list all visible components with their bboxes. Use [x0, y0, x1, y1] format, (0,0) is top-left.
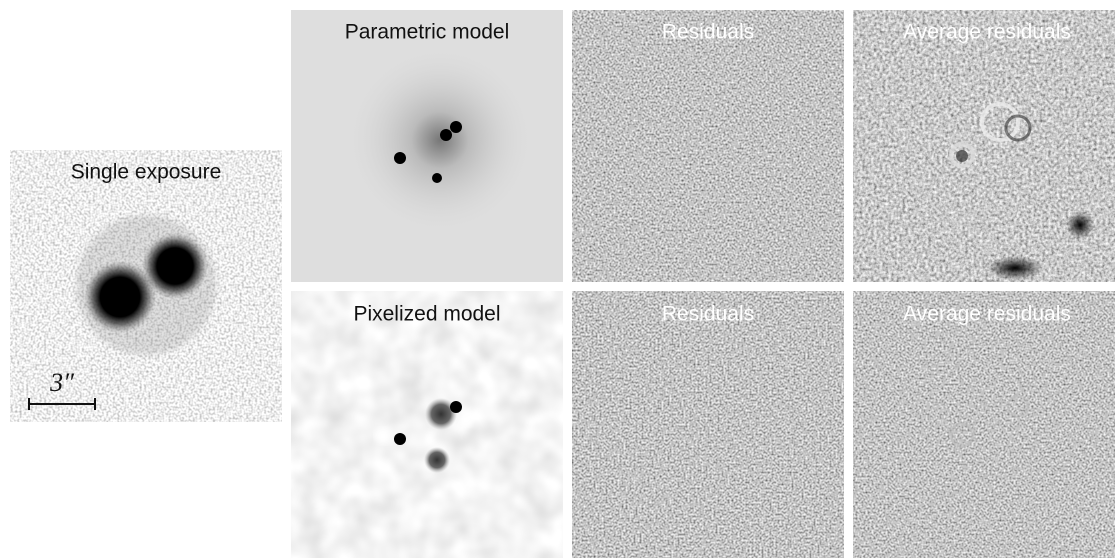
residuals-panel: Residuals [572, 291, 844, 558]
panel-title: Average residuals [903, 303, 1071, 326]
average-residuals-panel: Average residuals [853, 291, 1115, 558]
noise-image [853, 291, 1115, 558]
image-point [432, 173, 442, 183]
panel-title: Parametric model [345, 21, 510, 44]
lens-image [84, 261, 156, 333]
panel-title: Residuals [662, 21, 754, 44]
source-light [425, 398, 457, 430]
scale-label: 3″ [49, 368, 75, 397]
image-point [394, 152, 406, 164]
noise-image [572, 10, 844, 282]
image-point [440, 129, 452, 141]
panel-title: Pixelized model [353, 303, 500, 326]
residuals-panel: Residuals [572, 10, 844, 282]
residual-light [459, 413, 473, 427]
residual-spot [1066, 211, 1094, 239]
image-point [450, 121, 462, 133]
panel-title: Average residuals [903, 21, 1071, 44]
noise-image [853, 10, 1115, 282]
lens-light [345, 45, 535, 235]
single-exposure-panel: Single exposure 3″ [10, 150, 282, 422]
residual-ring [949, 142, 975, 168]
source-light [424, 447, 450, 473]
average-residuals-panel: Average residuals [853, 10, 1115, 282]
model-image [291, 291, 563, 558]
image-point [394, 433, 406, 445]
panel-title: Single exposure [71, 161, 222, 184]
residual-ring [1006, 394, 1030, 418]
residual-light [375, 428, 391, 444]
residual-spot [987, 256, 1043, 280]
residual-ring [1004, 114, 1032, 142]
image-point [450, 401, 462, 413]
residual-spot [956, 150, 968, 162]
lens-image [142, 233, 208, 299]
parametric-model-panel: Parametric model [291, 10, 563, 282]
panel-title: Residuals [662, 303, 754, 326]
residual-ring [980, 102, 1020, 142]
pixelized-model-panel: Pixelized model [291, 291, 563, 558]
noise-image [572, 291, 844, 558]
residual-ring [949, 422, 975, 448]
